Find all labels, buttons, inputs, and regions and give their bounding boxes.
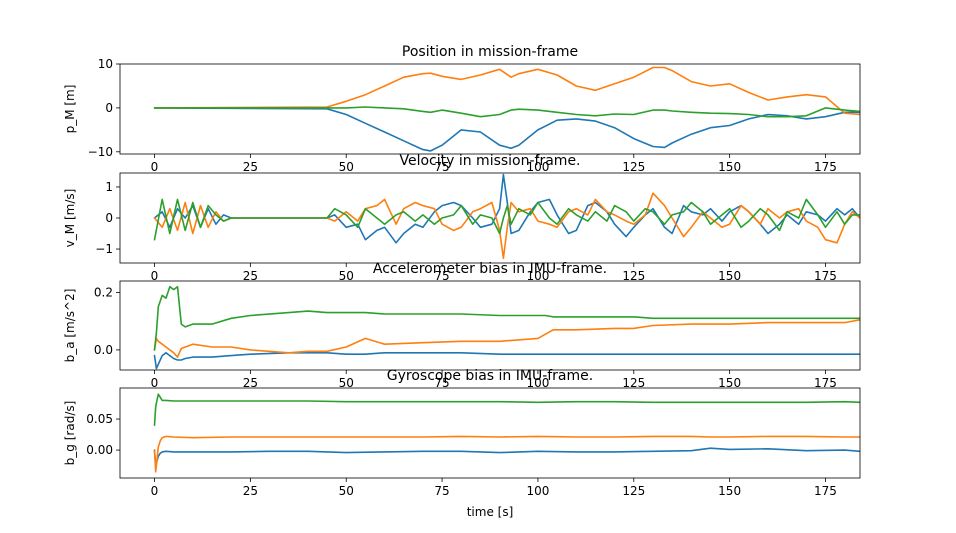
- x-tick-label: 50: [339, 269, 354, 283]
- y-tick-label: 0.0: [94, 343, 113, 357]
- x-tick-label: 175: [814, 160, 837, 174]
- x-tick-label: 75: [434, 376, 449, 390]
- series-line-3: [153, 393, 860, 426]
- series-group: [153, 66, 860, 152]
- y-tick-label: 0.00: [86, 443, 113, 457]
- x-tick-label: 75: [434, 484, 449, 498]
- x-tick-label: 175: [814, 269, 837, 283]
- panel-title: Gyroscope bias in IMU-frame.: [387, 368, 593, 384]
- x-tick-label: 25: [243, 269, 258, 283]
- y-tick-label: 1: [105, 180, 113, 194]
- y-tick-label: 0: [105, 101, 113, 115]
- series-line-2: [153, 319, 860, 358]
- x-tick-label: 100: [526, 484, 549, 498]
- y-axis-title: p_M [m]: [63, 85, 77, 134]
- x-tick-label: 150: [718, 160, 741, 174]
- y-tick-label: 10: [98, 57, 113, 71]
- x-tick-label: 0: [151, 376, 159, 390]
- panel-title: Position in mission-frame: [402, 44, 578, 60]
- series-line-3: [153, 198, 860, 241]
- series-line-3: [153, 106, 860, 118]
- panel-4: 0 25 50 75 100 125 150 175 0.00 0.05 b_g [rad/s] Gy…: [63, 368, 861, 519]
- y-tick-label: 0.05: [86, 412, 113, 426]
- x-tick-label: 125: [622, 376, 645, 390]
- x-tick-label: 100: [526, 269, 549, 283]
- series-line-1: [153, 352, 860, 370]
- y-axis-title: v_M [m/s]: [63, 189, 77, 248]
- series-group: [153, 285, 860, 370]
- x-tick-label: 125: [622, 269, 645, 283]
- panel-title: Accelerometer bias in IMU-frame.: [373, 261, 607, 277]
- x-tick-label: 25: [243, 376, 258, 390]
- series-line-2: [153, 435, 860, 473]
- x-tick-label: 75: [434, 160, 449, 174]
- x-tick-label: 75: [434, 269, 449, 283]
- y-tick-label: −10: [88, 145, 113, 159]
- panel-1: 0 25 50 75 100 125 150 175 −10 0 10 p_M [m] Position…: [63, 44, 861, 174]
- series-line-2: [153, 192, 860, 260]
- series-group: [153, 393, 860, 473]
- x-tick-label: 25: [243, 484, 258, 498]
- y-tick-label: −1: [95, 242, 113, 256]
- x-tick-label: 175: [814, 376, 837, 390]
- y-tick-label: 0: [105, 211, 113, 225]
- x-tick-label: 50: [339, 160, 354, 174]
- axes-frame: [119, 387, 861, 479]
- y-axis-title: b_a [m/s^2]: [63, 289, 77, 363]
- y-axis-title: b_g [rad/s]: [63, 401, 77, 466]
- x-tick-label: 125: [622, 160, 645, 174]
- panel-3: 0 25 50 75 100 125 150 175 0.0 0.2 b_a [m/s^2] Acce…: [63, 261, 861, 390]
- axes-frame: [119, 63, 861, 155]
- x-tick-label: 0: [151, 269, 159, 283]
- x-tick-label: 50: [339, 376, 354, 390]
- x-tick-label: 175: [814, 484, 837, 498]
- series-group: [153, 173, 860, 260]
- x-tick-label: 25: [243, 160, 258, 174]
- panel-2: 0 25 50 75 100 125 150 175 −1 0 1 v_M [m/s] Velocity…: [63, 153, 861, 283]
- x-axis-title: time [s]: [467, 505, 514, 519]
- x-tick-label: 0: [151, 160, 159, 174]
- series-line-2: [153, 66, 860, 116]
- axes-frame: [119, 280, 861, 371]
- panel-title: Velocity in mission-frame.: [399, 153, 580, 169]
- x-tick-label: 125: [622, 484, 645, 498]
- x-tick-label: 100: [526, 160, 549, 174]
- x-tick-label: 150: [718, 484, 741, 498]
- x-tick-label: 150: [718, 376, 741, 390]
- y-tick-label: 0.2: [94, 285, 113, 299]
- x-tick-label: 100: [526, 376, 549, 390]
- x-tick-label: 0: [151, 484, 159, 498]
- x-tick-label: 50: [339, 484, 354, 498]
- x-tick-label: 150: [718, 269, 741, 283]
- series-line-1: [153, 447, 860, 467]
- series-line-3: [153, 285, 860, 351]
